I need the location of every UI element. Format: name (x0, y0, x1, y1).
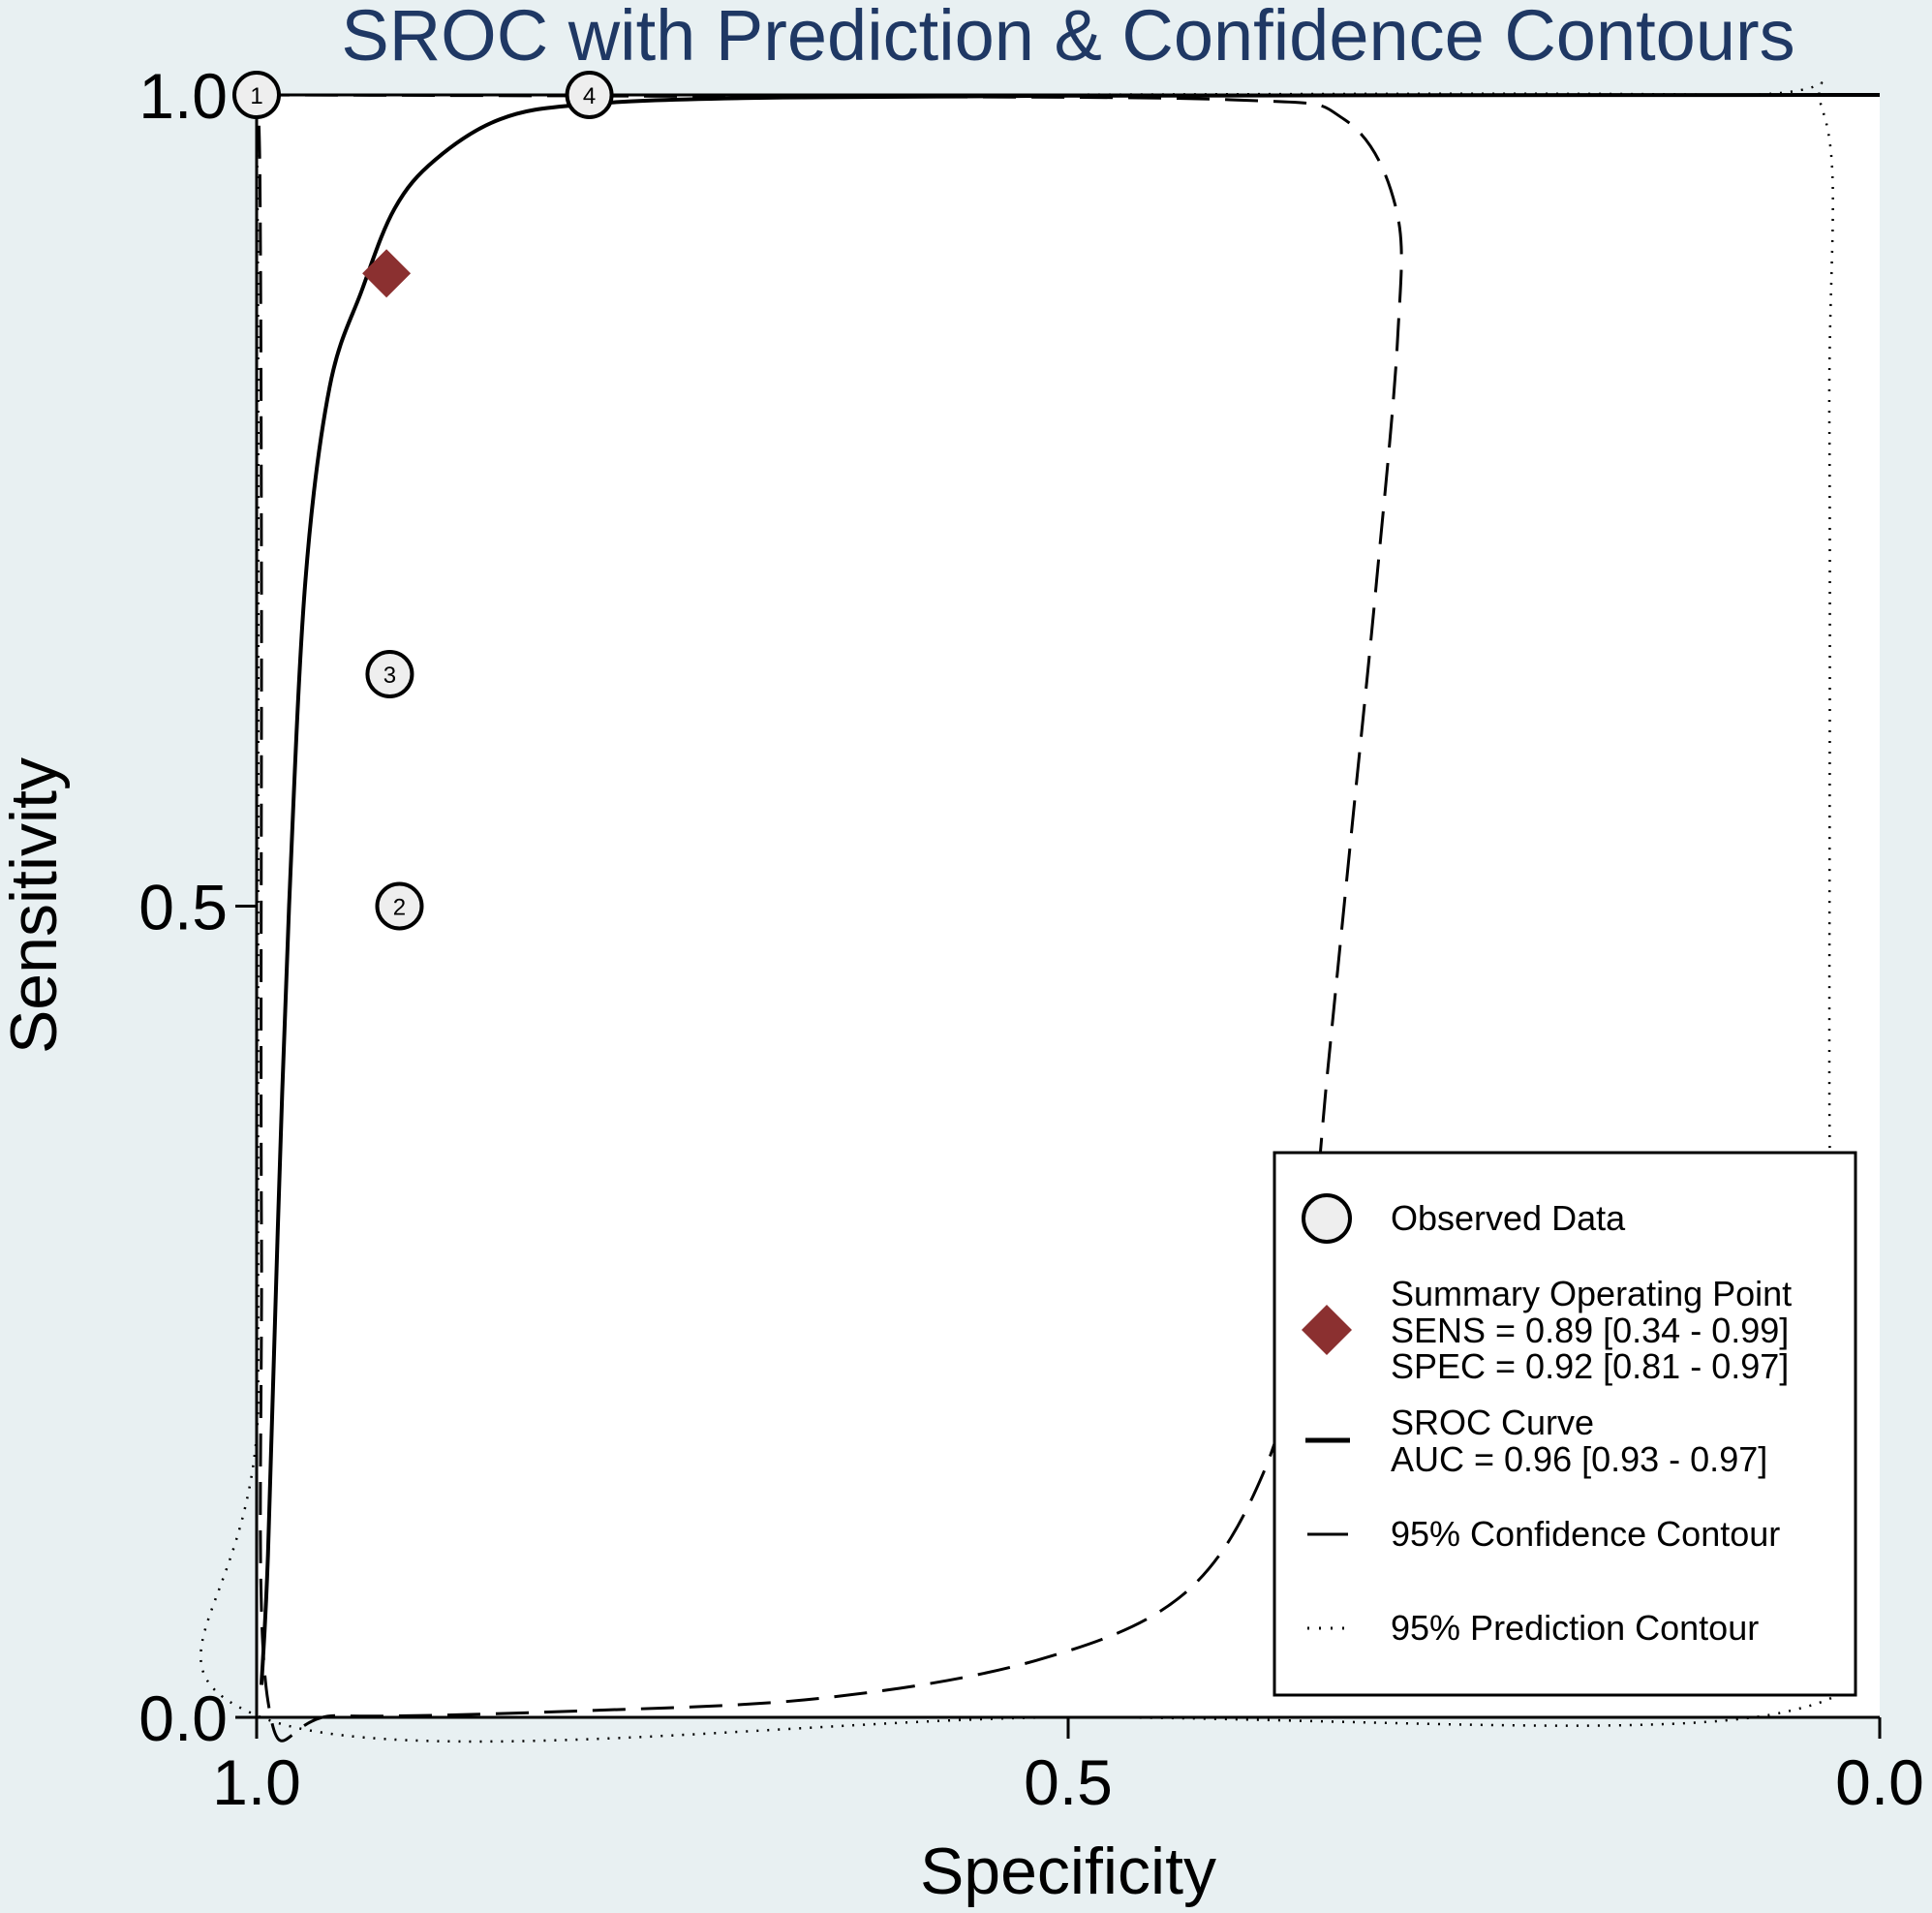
observed-point-label: 3 (383, 663, 396, 689)
observed-point: 2 (375, 881, 424, 931)
legend-observed-marker (1302, 1193, 1352, 1244)
x-tick-label: 0.0 (1835, 1746, 1924, 1818)
observed-point: 1 (232, 71, 281, 119)
observed-point-marker (232, 71, 281, 119)
legend-summary-spec: SPEC = 0.92 [0.81 - 0.97] (1391, 1346, 1789, 1386)
confidence-contour (255, 93, 1403, 1743)
legend-summary-marker (1302, 1305, 1352, 1355)
x-tick-label: 0.5 (1024, 1746, 1113, 1818)
legend-observed-label: Observed Data (1391, 1198, 1626, 1238)
legend-confidence-label: 95% Confidence Contour (1391, 1514, 1780, 1554)
chart-title: SROC with Prediction & Confidence Contou… (341, 0, 1794, 76)
observed-point: 4 (565, 71, 614, 119)
summary-point-layer (362, 249, 412, 298)
observed-point-marker (565, 71, 614, 119)
legend-prediction-label: 95% Prediction Contour (1391, 1608, 1759, 1648)
y-tick-label: 1.0 (138, 60, 228, 132)
observed-point-label: 1 (250, 83, 262, 109)
observed-point-marker (375, 881, 424, 931)
legend-box (1273, 1151, 1857, 1697)
x-tick-label: 1.0 (212, 1746, 301, 1818)
observed-point: 3 (365, 649, 414, 698)
legend-sroc-auc: AUC = 0.96 [0.93 - 0.97] (1391, 1439, 1767, 1479)
observed-points: 1 2 3 4 (232, 71, 614, 931)
y-tick-label: 0.5 (138, 872, 228, 943)
x-axis-title: Specificity (920, 1835, 1216, 1908)
legend-summary-title: Summary Operating Point (1391, 1274, 1792, 1313)
prediction-contour (199, 81, 1854, 1743)
observed-point-label: 2 (393, 895, 406, 921)
observed-point-marker (365, 649, 414, 698)
observed-point-label: 4 (583, 83, 596, 109)
legend: Observed Data Summary Operating Point SE… (1273, 1151, 1857, 1697)
prediction-contour-line (199, 81, 1854, 1743)
summary-point-marker (362, 249, 412, 298)
y-axis-ticks: 0.0 0.5 1.0 (138, 60, 257, 1754)
y-tick-label: 0.0 (138, 1682, 228, 1754)
legend-sroc-title: SROC Curve (1391, 1403, 1594, 1442)
confidence-contour-line (255, 93, 1403, 1743)
legend-summary-sens: SENS = 0.89 [0.34 - 0.99] (1391, 1311, 1789, 1350)
x-axis-ticks: 1.0 0.5 0.0 (212, 1717, 1924, 1818)
y-axis-title: Sensitivity (0, 757, 71, 1054)
